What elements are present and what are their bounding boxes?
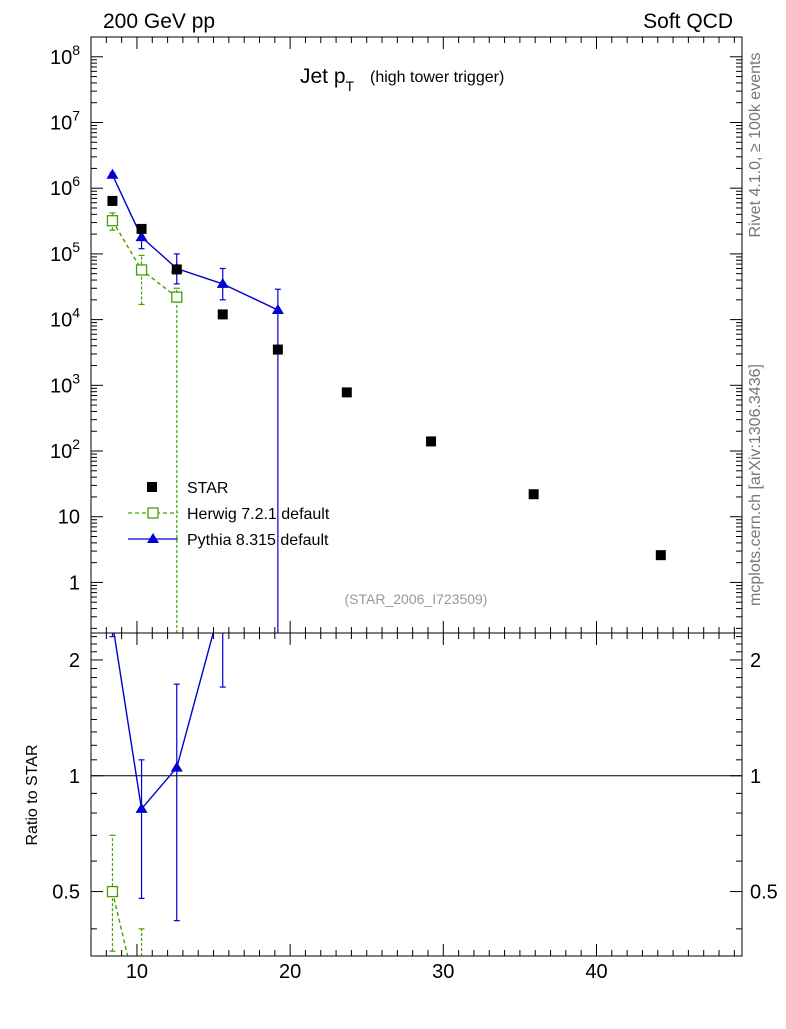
data-point-star	[136, 223, 147, 234]
data-point-pythia	[135, 231, 148, 242]
header-category-label: Soft QCD	[643, 10, 733, 33]
y-tick-label: 103	[50, 370, 80, 397]
ratio-axis-label: Ratio to STAR	[24, 744, 41, 845]
header-energy-label: 200 GeV pp	[103, 10, 215, 33]
y-tick-label-base: 10	[50, 47, 72, 69]
legend-marker-pythia	[147, 533, 159, 543]
main-series-group	[106, 168, 666, 633]
data-point-star	[171, 264, 182, 275]
data-point-pythia	[216, 277, 229, 288]
y-tick-label-exponent: 2	[72, 436, 80, 452]
analysis-id-label: (STAR_2006_I723509)	[345, 591, 488, 607]
plot-title-main: Jet p	[300, 65, 346, 88]
mcplots-label: mcplots.cern.ch [arXiv:1306.3436]	[747, 364, 764, 606]
ratio-y-tick-label-left: 1	[69, 766, 80, 788]
data-point-star	[217, 309, 228, 320]
data-point-herwig	[135, 264, 148, 276]
y-tick-label-exponent: 6	[72, 173, 80, 189]
y-tick-label: 105	[50, 239, 80, 266]
y-tick-label: 104	[50, 305, 80, 332]
x-tick-label: 40	[585, 961, 607, 983]
y-tick-label-base: 10	[50, 244, 72, 266]
data-point-star	[107, 195, 118, 206]
x-tick-label: 20	[279, 961, 301, 983]
ratio-y-tick-label-right: 2	[750, 650, 761, 672]
ratio-panel: 0.5 0.5 1 1 2 2	[52, 632, 778, 957]
data-point-star	[528, 489, 539, 500]
data-point-pythia	[135, 802, 148, 813]
x-tick-label: 10	[126, 961, 148, 983]
ratio-axis-tick-labels: 0.5 0.5 1 1 2 2	[52, 650, 778, 904]
legend-label-star: STAR	[187, 480, 228, 497]
data-point-pythia	[170, 761, 183, 772]
data-point-pythia	[106, 168, 119, 179]
data-point-herwig	[106, 215, 119, 227]
legend-marker-star	[147, 482, 157, 492]
data-point-star	[272, 344, 283, 355]
ratio-y-tick-label-right: 0.5	[750, 882, 778, 904]
ratio-panel-frame	[90, 632, 743, 957]
data-point-star	[655, 550, 666, 561]
legend-label-pythia: Pythia 8.315 default	[187, 532, 329, 549]
y-tick-label: 1	[69, 572, 80, 594]
ratio-y-tick-label-right: 1	[750, 766, 761, 788]
y-tick-label: 107	[50, 107, 80, 134]
data-point-pythia	[271, 304, 284, 315]
data-point-star	[341, 387, 352, 398]
data-point-herwig	[171, 291, 183, 303]
y-tick-label-base: 10	[50, 178, 72, 200]
data-point-star	[426, 436, 437, 447]
legend: STAR Herwig 7.2.1 default Pythia 8.315 d…	[128, 480, 330, 549]
y-tick-label-base: 10	[50, 375, 72, 397]
ratio-y-tick-label-left: 0.5	[52, 882, 80, 904]
ratio-series-layer	[91, 633, 742, 956]
y-tick-label: 10	[58, 507, 80, 529]
legend-label-herwig: Herwig 7.2.1 default	[187, 506, 330, 523]
main-axis-ticks	[90, 36, 742, 633]
legend-marker-herwig	[147, 507, 159, 519]
y-tick-label-exponent: 4	[72, 305, 80, 321]
y-tick-label-base: 10	[50, 441, 72, 463]
plot-title: Jet pT	[300, 65, 355, 94]
y-tick-label: 106	[50, 173, 80, 200]
main-series-layer	[106, 168, 666, 633]
plot-title-subscript: T	[346, 78, 355, 94]
y-tick-label-exponent: 7	[72, 107, 80, 123]
x-axis-tick-labels: 10 20 30 40	[126, 961, 608, 983]
y-tick-label: 102	[50, 436, 80, 463]
y-tick-label-base: 10	[50, 310, 72, 332]
ratio-series-group	[91, 633, 742, 956]
y-tick-label: 108	[50, 42, 80, 69]
ratio-y-tick-label-left: 2	[69, 650, 80, 672]
y-tick-label-exponent: 5	[72, 239, 80, 255]
plot-title-note: (high tower trigger)	[370, 69, 504, 86]
ratio-series-line-pythia	[113, 633, 214, 811]
rivet-version-label: Rivet 4.1.0, ≥ 100k events	[747, 53, 764, 238]
y-tick-label-exponent: 3	[72, 370, 80, 386]
y-tick-label-base: 10	[50, 112, 72, 134]
ratio-series-line-herwig	[111, 891, 129, 956]
x-tick-label: 30	[432, 961, 454, 983]
y-tick-label-exponent: 8	[72, 42, 80, 58]
data-point-herwig	[106, 885, 119, 898]
